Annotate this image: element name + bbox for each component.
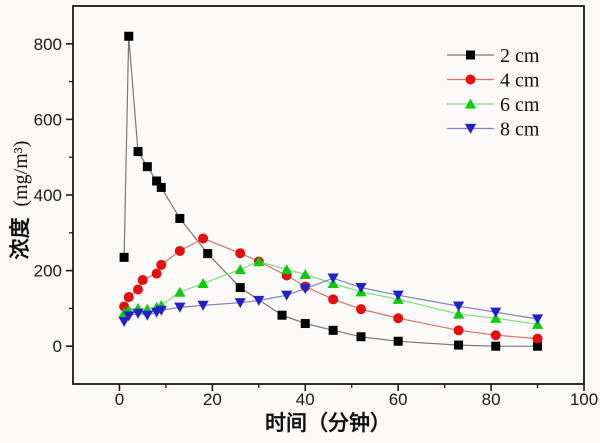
data-point-2cm	[142, 162, 152, 172]
data-point-6cm	[452, 308, 465, 319]
data-point-4cm	[490, 330, 501, 341]
data-point-2cm	[175, 213, 185, 223]
x-tick-label: 40	[296, 390, 315, 409]
data-point-4cm	[151, 268, 162, 279]
data-point-4cm	[198, 233, 209, 244]
data-point-2cm	[356, 332, 366, 342]
data-point-2cm	[133, 147, 143, 157]
data-point-8cm	[141, 310, 153, 321]
data-point-2cm	[124, 31, 134, 41]
data-point-4cm	[532, 333, 543, 344]
x-axis-title: 时间（分钟）	[265, 411, 391, 435]
axis-tick-labels: 0 20 40 60 80 100 0 200 400 600 800	[34, 35, 599, 409]
x-tick-label: 80	[482, 390, 501, 409]
data-point-2cm	[328, 325, 338, 335]
y-tick-label: 0	[53, 337, 62, 356]
data-point-8cm	[234, 298, 246, 309]
legend-label-6cm: 6 cm	[500, 94, 540, 116]
data-point-4cm	[137, 275, 148, 286]
data-point-8cm	[327, 273, 339, 284]
y-tick-label: 600	[34, 110, 62, 129]
data-point-2cm	[235, 283, 245, 293]
data-point-8cm	[452, 301, 465, 312]
y-tick-label: 400	[34, 186, 62, 205]
data-point-4cm	[328, 294, 339, 305]
data-point-8cm	[197, 300, 209, 311]
legend-marker-6cm	[464, 98, 477, 109]
data-point-2cm	[152, 176, 162, 186]
data-point-2cm	[203, 249, 213, 259]
data-point-8cm	[118, 317, 130, 328]
legend-label-2cm: 2 cm	[500, 45, 540, 67]
data-point-8cm	[253, 295, 265, 306]
y-tick-label: 200	[34, 262, 62, 281]
legend-marker-4cm	[465, 74, 476, 85]
legend-item-6cm: 6 cm	[447, 94, 540, 116]
data-point-8cm	[490, 307, 502, 318]
data-point-8cm	[392, 290, 404, 301]
legend-marker-2cm	[466, 50, 475, 60]
y-axis-title-unit: (mg/m³)	[10, 141, 32, 207]
data-point-4cm	[356, 304, 367, 315]
data-point-8cm	[155, 305, 167, 316]
data-point-8cm	[132, 308, 144, 319]
data-point-4cm	[393, 313, 404, 324]
data-point-2cm	[119, 252, 129, 262]
data-point-8cm	[123, 311, 135, 322]
data-point-6cm	[234, 264, 246, 275]
legend: 2 cm 4 cm6 cm 8 cm	[447, 45, 540, 141]
data-point-6cm	[490, 312, 502, 323]
legend-marker-8cm	[464, 123, 477, 134]
x-tick-label: 20	[203, 390, 222, 409]
legend-item-2cm: 2 cm	[447, 45, 540, 67]
data-point-2cm	[454, 340, 464, 350]
x-tick-label: 0	[115, 390, 124, 409]
data-point-4cm	[453, 325, 464, 336]
data-point-6cm	[299, 268, 311, 279]
y-tick-label: 800	[34, 35, 62, 54]
data-point-8cm	[299, 284, 311, 295]
x-tick-label: 60	[389, 390, 408, 409]
data-point-2cm	[491, 341, 501, 351]
data-point-8cm	[281, 290, 293, 301]
data-point-4cm	[123, 292, 134, 303]
data-point-2cm	[277, 310, 287, 320]
data-point-6cm	[174, 286, 186, 297]
data-point-8cm	[531, 314, 544, 325]
legend-item-4cm: 4 cm	[447, 70, 540, 92]
data-point-6cm	[253, 256, 265, 267]
data-point-4cm	[174, 245, 185, 256]
data-point-6cm	[281, 264, 293, 275]
legend-item-8cm: 8 cm	[447, 119, 540, 141]
data-point-4cm	[156, 259, 167, 270]
data-point-2cm	[533, 341, 543, 351]
data-point-2cm	[393, 336, 403, 346]
x-tick-label: 100	[570, 390, 598, 409]
series-line-6cm	[123, 260, 538, 325]
legend-label-8cm: 8 cm	[500, 119, 540, 141]
data-point-2cm	[300, 319, 310, 329]
data-point-8cm	[355, 283, 367, 294]
data-point-4cm	[133, 284, 144, 295]
y-axis-title-cjk: 浓度	[8, 217, 32, 259]
axis-ticks	[66, 42, 585, 391]
series-line-4cm	[123, 237, 538, 340]
data-point-8cm	[174, 302, 186, 313]
legend-label-4cm: 4 cm	[500, 70, 540, 92]
data-series	[118, 31, 544, 351]
y-axis-title: 浓度 (mg/m³)	[8, 141, 32, 260]
data-point-2cm	[156, 182, 166, 192]
data-point-6cm	[197, 278, 209, 289]
data-point-4cm	[235, 248, 246, 259]
